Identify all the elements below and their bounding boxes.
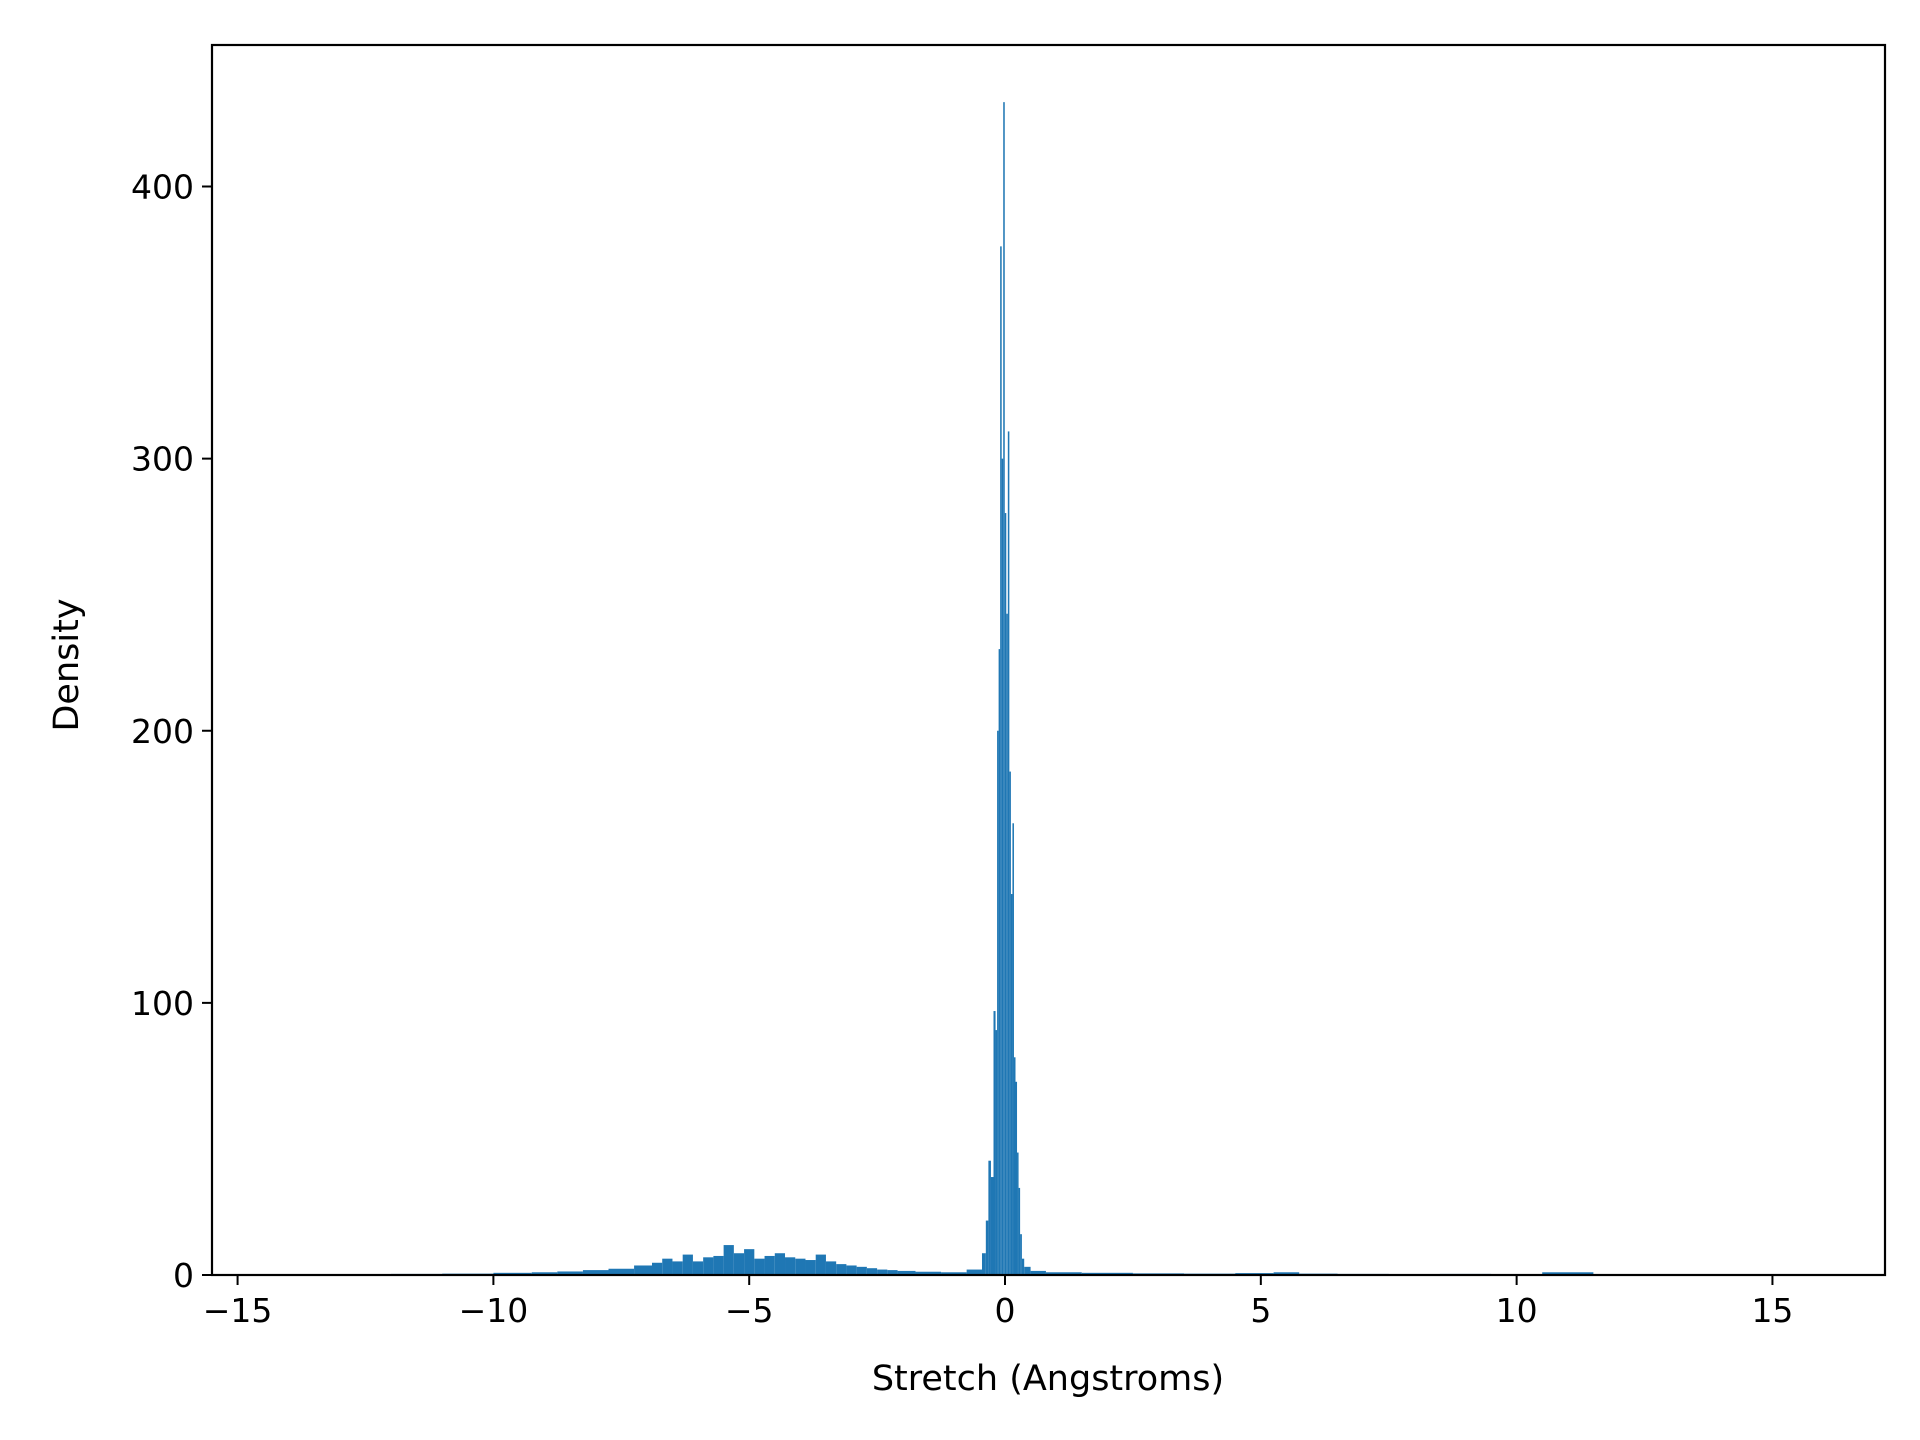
x-axis: −15 −10 −5 0 5 10 15 [203, 1275, 1793, 1330]
histogram-bar [582, 1270, 609, 1275]
histogram-bar [1542, 1272, 1594, 1275]
y-axis-title: Density [47, 598, 87, 731]
x-tick-label: 10 [1496, 1291, 1538, 1330]
histogram-bar [1017, 1152, 1019, 1275]
histogram-bar [1004, 513, 1007, 1275]
histogram-bar [662, 1258, 673, 1275]
histogram-bar [997, 730, 999, 1275]
x-tick-label: −5 [725, 1291, 774, 1330]
histogram-bar [1010, 894, 1013, 1275]
histogram-bar [985, 1220, 989, 1275]
y-tick-label: 100 [131, 984, 194, 1023]
histogram-bar [1001, 458, 1004, 1276]
histogram-bar [966, 1269, 982, 1275]
histogram-bar [941, 1272, 967, 1275]
histogram-bar [785, 1257, 796, 1275]
y-tick-label: 300 [131, 440, 194, 479]
histogram-bar [877, 1269, 888, 1275]
histogram-bar [846, 1265, 857, 1275]
histogram-bar [815, 1254, 826, 1275]
histogram-bar [634, 1265, 652, 1275]
y-axis: 0 100 200 300 400 [131, 168, 212, 1295]
y-tick-label: 0 [173, 1256, 194, 1295]
x-tick-label: 0 [995, 1291, 1016, 1330]
histogram-bar [990, 1177, 994, 1275]
histogram-bar [682, 1254, 693, 1275]
histogram-bar [1012, 823, 1014, 1275]
histogram-bar [1003, 102, 1005, 1276]
x-tick-label: 15 [1751, 1291, 1793, 1330]
histogram-bar [1009, 771, 1011, 1275]
x-tick-label: −10 [459, 1291, 529, 1330]
histogram-bar [651, 1262, 663, 1275]
y-tick-label: 400 [131, 168, 194, 207]
histogram-bar [993, 1011, 996, 1275]
histogram-bar [774, 1253, 786, 1275]
histogram-bar [672, 1261, 683, 1275]
x-axis-title: Stretch (Angstroms) [872, 1359, 1224, 1399]
histogram-bar [608, 1268, 635, 1275]
histogram-bar [531, 1272, 558, 1275]
histogram-bar [1045, 1272, 1082, 1275]
histogram-bar [887, 1270, 898, 1275]
histogram-bar [1273, 1272, 1300, 1275]
histogram-bar [805, 1260, 816, 1275]
histogram-bar [1030, 1270, 1046, 1275]
x-tick-label: −15 [203, 1291, 273, 1330]
histogram-bar [1015, 1081, 1018, 1275]
histogram-bar [836, 1264, 847, 1275]
histogram-bar [1006, 613, 1008, 1275]
histogram-bar [998, 649, 1001, 1275]
histogram-bar [981, 1253, 986, 1275]
histogram-bar [1000, 246, 1002, 1275]
histogram-bar [713, 1255, 724, 1275]
histogram-bar [733, 1253, 745, 1275]
histogram-bar [557, 1271, 583, 1275]
histogram-bar [825, 1261, 837, 1275]
histogram-bar [764, 1255, 775, 1275]
histogram-bar [1021, 1258, 1025, 1275]
x-tick-label: 5 [1250, 1291, 1271, 1330]
histogram-bar [1007, 431, 1010, 1276]
histogram-bar [988, 1160, 991, 1275]
plot-frame [210, 43, 1887, 1277]
histogram-bar [744, 1249, 755, 1275]
histogram-bar [995, 1030, 998, 1275]
histogram-bar [866, 1268, 878, 1275]
histogram-bar [856, 1266, 867, 1275]
histogram-bar [1020, 1234, 1022, 1275]
histogram-bar [703, 1257, 714, 1275]
histogram-bar [1024, 1266, 1031, 1275]
histogram-bar [795, 1258, 806, 1275]
histogram-bar [723, 1245, 734, 1275]
histogram-bar [1018, 1187, 1021, 1275]
histogram-bar [1013, 1057, 1016, 1275]
histogram-bar [915, 1271, 942, 1275]
histogram-bar [897, 1270, 916, 1275]
histogram-bar [754, 1258, 765, 1275]
histogram-bar [692, 1261, 704, 1275]
y-tick-label: 200 [131, 712, 194, 751]
